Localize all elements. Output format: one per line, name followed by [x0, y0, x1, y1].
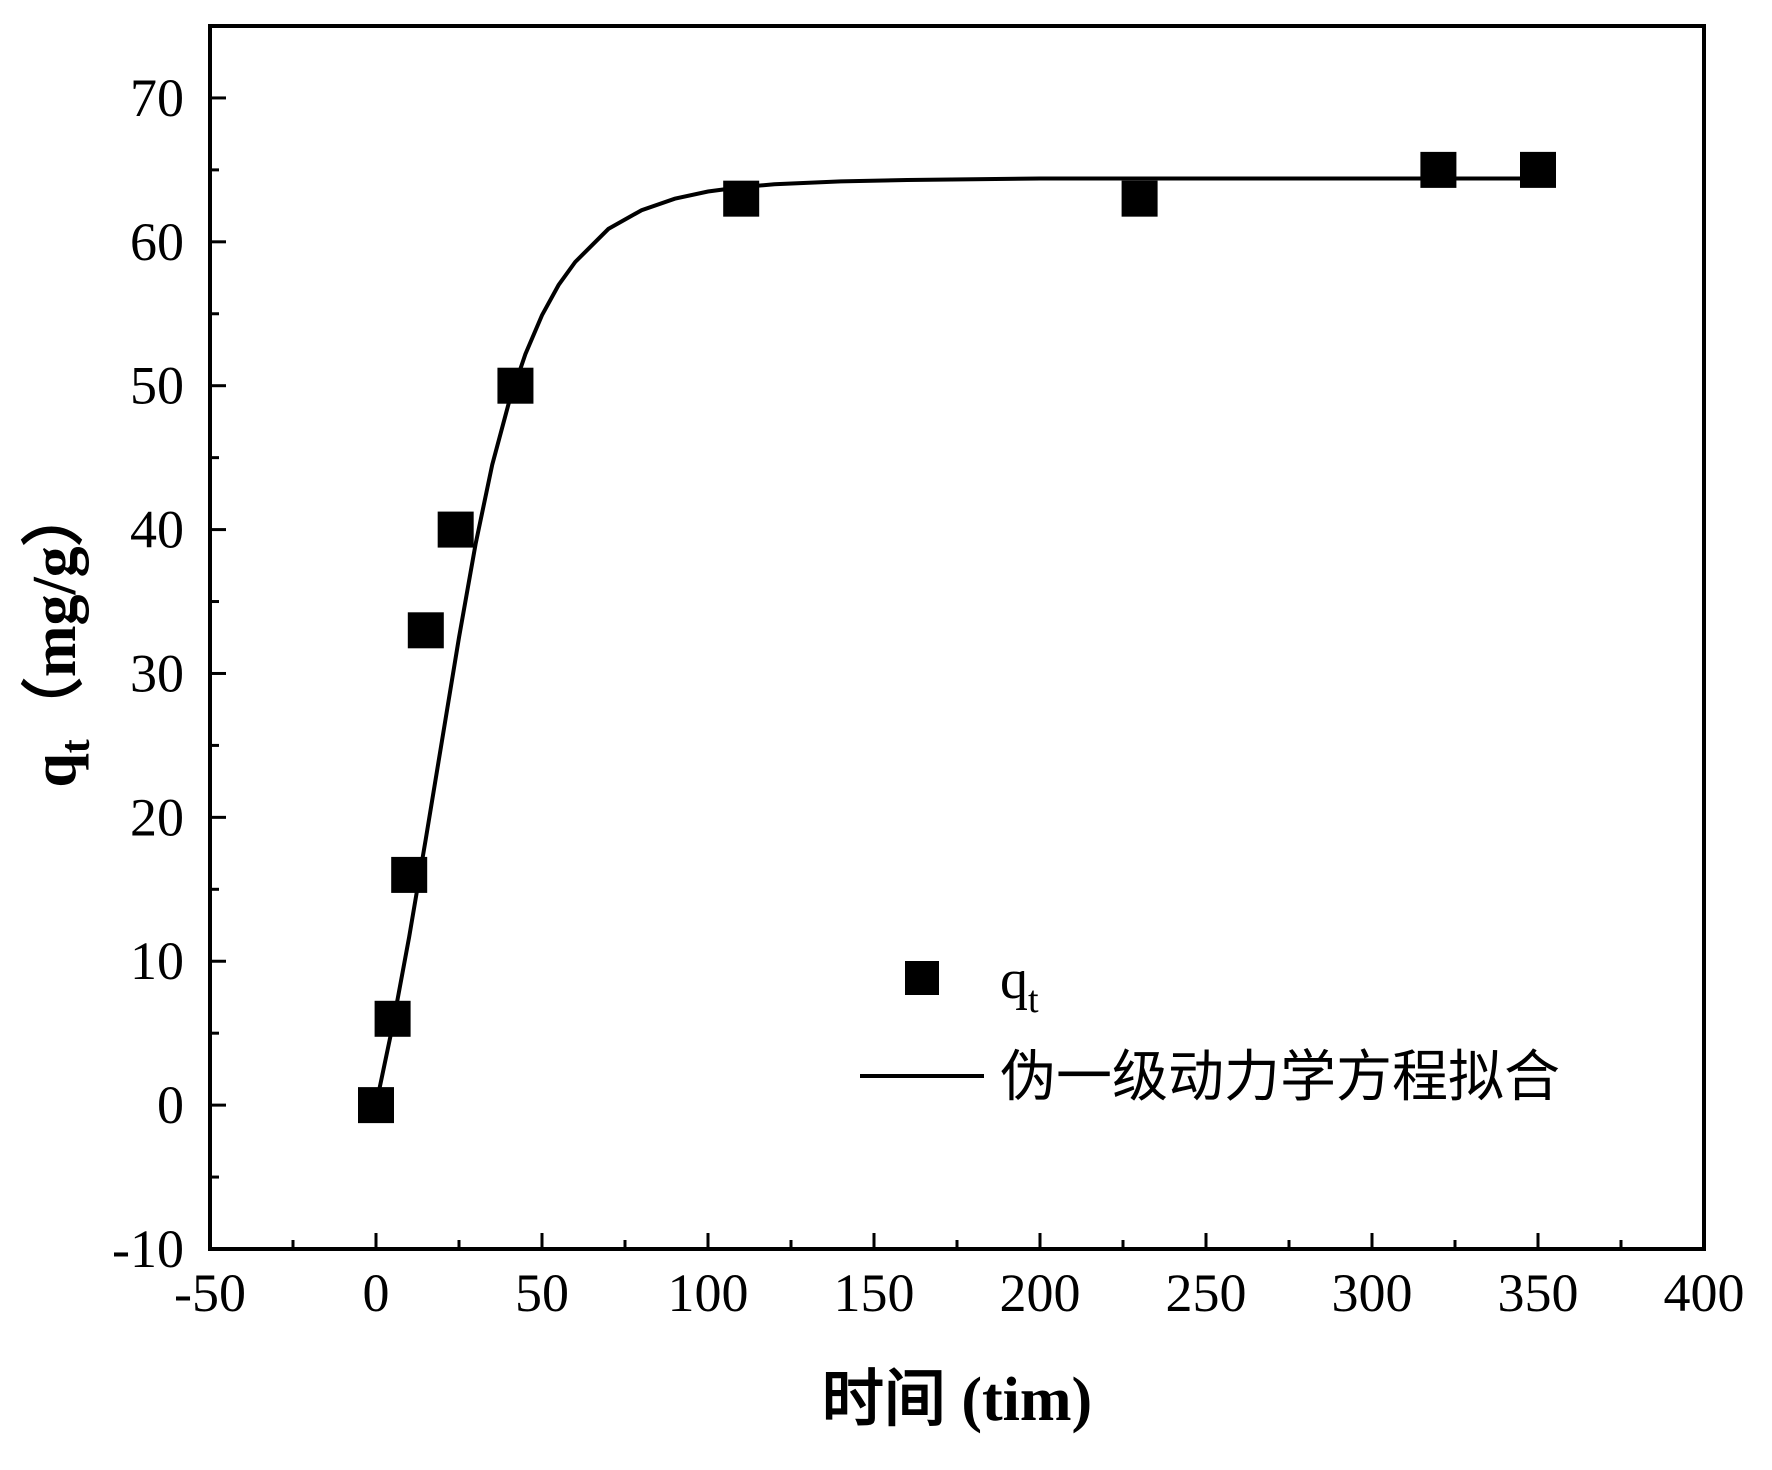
data-point — [1420, 151, 1457, 188]
x-tick-label: 50 — [515, 1263, 569, 1323]
x-tick-label: 0 — [363, 1263, 390, 1323]
y-axis-title-main: q — [21, 753, 89, 787]
legend-label-qt: qt — [1000, 949, 1039, 1021]
legend-label-qt-main: q — [1000, 949, 1028, 1011]
data-point — [723, 180, 760, 217]
x-tick-label: 200 — [1000, 1263, 1081, 1323]
data-point — [391, 856, 428, 893]
data-point — [1121, 180, 1158, 217]
fit-line — [374, 176, 1538, 1106]
y-tick-label: 0 — [157, 1075, 184, 1135]
x-tick-label: 250 — [1166, 1263, 1247, 1323]
y-tick-label: -10 — [112, 1219, 184, 1279]
x-axis-title: 时间 (tim) — [822, 1366, 1092, 1434]
data-point — [358, 1087, 394, 1124]
x-tick-label: 300 — [1332, 1263, 1413, 1323]
x-tick-label: 400 — [1664, 1263, 1745, 1323]
y-tick-label: 70 — [130, 68, 184, 128]
legend-label-qt-subscript: t — [1028, 979, 1039, 1021]
data-points — [358, 151, 1556, 1124]
y-tick-label: 40 — [130, 500, 184, 560]
y-tick-label: 20 — [130, 787, 184, 847]
y-axis-title-unit: （mg/g） — [19, 484, 89, 739]
x-tick-label: 150 — [834, 1263, 915, 1323]
data-point — [407, 612, 444, 649]
y-axis-title: qt（mg/g） — [19, 484, 99, 787]
y-tick-labels: -10 0 10 20 30 40 50 60 70 — [112, 68, 184, 1279]
legend-square-marker — [905, 961, 939, 995]
x-tick-label: 100 — [668, 1263, 749, 1323]
data-point — [497, 367, 534, 404]
y-tick-label: 10 — [130, 931, 184, 991]
data-point — [1520, 151, 1556, 188]
x-tick-label: -50 — [174, 1263, 246, 1323]
y-tick-label: 60 — [130, 212, 184, 272]
y-tick-label: 30 — [130, 643, 184, 703]
legend-label-fit: 伪一级动力学方程拟合 — [1000, 1047, 1560, 1109]
y-tick-label: 50 — [130, 356, 184, 416]
y-axis-title-subscript: t — [53, 739, 99, 753]
x-tick-label: 350 — [1498, 1263, 1579, 1323]
axis-ticks — [208, 96, 1706, 1251]
data-point — [437, 511, 474, 548]
legend: qt 伪一级动力学方程拟合 — [860, 949, 1560, 1109]
x-tick-labels: -50 0 50 100 150 200 250 300 350 400 — [174, 1263, 1744, 1323]
data-point — [374, 1000, 411, 1037]
